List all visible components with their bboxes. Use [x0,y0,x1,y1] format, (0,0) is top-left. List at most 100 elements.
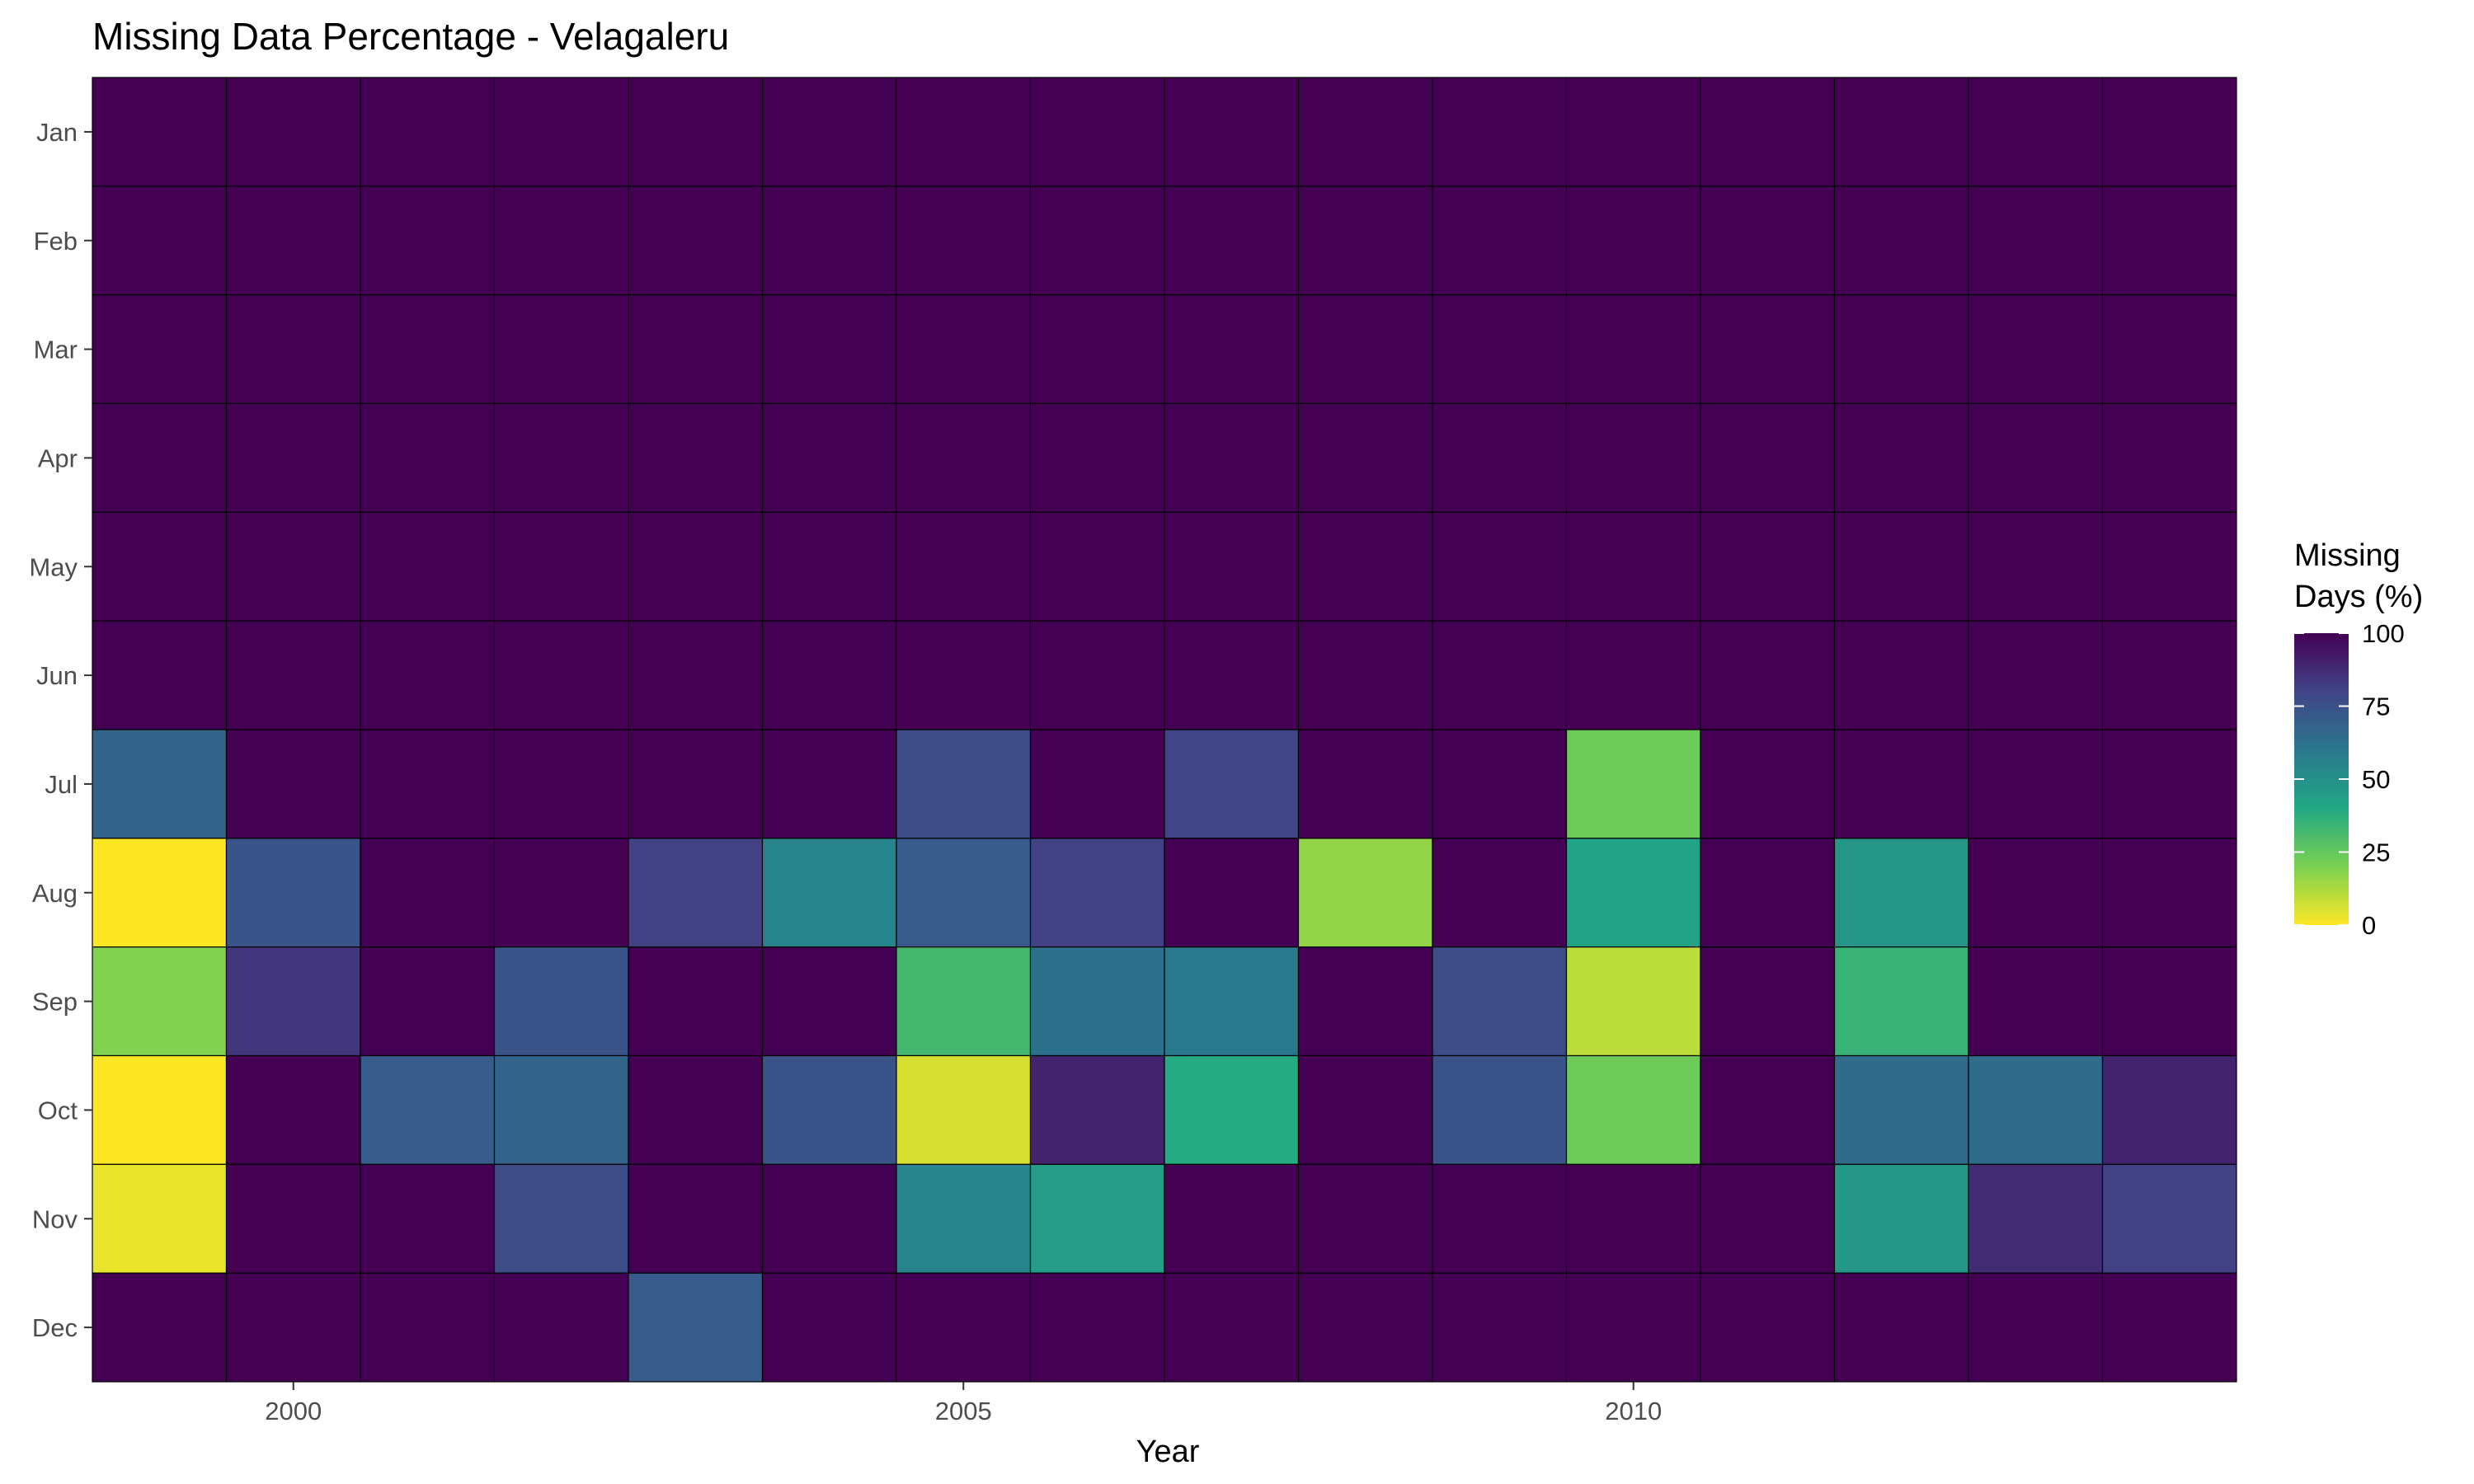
heatmap-cell [225,1272,361,1383]
heatmap-cell [225,946,361,1057]
heatmap-cell [1432,838,1568,948]
heatmap-cell [761,402,897,513]
heatmap-cell [1700,1272,1836,1383]
heatmap-cell [2101,620,2237,730]
heatmap-cell [1565,946,1701,1057]
legend-title-line-1: Missing [2294,538,2401,573]
heatmap-cell [1565,511,1701,622]
heatmap-cell [493,729,629,839]
heatmap-cell [360,729,496,839]
heatmap-cell [1029,1054,1165,1165]
heatmap-cell [628,838,764,948]
heatmap-cell [896,729,1032,839]
heatmap-cell [1029,294,1165,405]
heatmap-cell [1432,946,1568,1057]
heatmap-cell [1565,729,1701,839]
heatmap-cell [1297,1272,1433,1383]
heatmap-cell [896,186,1032,296]
heatmap-cell [92,294,228,405]
heatmap-cell [1164,946,1300,1057]
heatmap-cell [225,1054,361,1165]
heatmap-cell [1700,511,1836,622]
heatmap-cell [1029,620,1165,730]
heatmap-cell [1833,77,1969,187]
heatmap-cell [1700,1054,1836,1165]
heatmap-cell [2101,729,2237,839]
heatmap-cell [1029,946,1165,1057]
heatmap-cell [761,1054,897,1165]
heatmap-cell [493,1163,629,1274]
heatmap-cell [2101,402,2237,513]
heatmap-cell [493,620,629,730]
heatmap-cell [628,511,764,622]
heatmap-cell [1164,402,1300,513]
heatmap-cell [1700,402,1836,513]
y-tick-label: Sep [32,988,78,1017]
heatmap-cell [360,186,496,296]
heatmap-cell [493,1272,629,1383]
heatmap-cell [92,946,228,1057]
heatmap-cell [2101,838,2237,948]
heatmap-cell [896,402,1032,513]
heatmap-cell [1833,729,1969,839]
heatmap-cell [1029,1272,1165,1383]
y-axis: Jan Feb Mar Apr May Jun Jul Aug Sep Oct Nov Dec [29,118,92,1342]
heatmap-cell [360,1054,496,1165]
heatmap-cell [360,620,496,730]
heatmap-cell [1029,77,1165,187]
heatmap-cell [225,838,361,948]
heatmap-cell [2101,1054,2237,1165]
heatmap-cell [1297,77,1433,187]
heatmap-cell [225,1163,361,1274]
heatmap-cell [628,186,764,296]
heatmap-cell [1432,511,1568,622]
heatmap-cell [1297,946,1433,1057]
heatmap-cell [1968,1163,2104,1274]
heatmap-cell [1164,1163,1300,1274]
heatmap-cell [761,838,897,948]
heatmap-cell [1833,1163,1969,1274]
heatmap-cell [2101,1163,2237,1274]
heatmap-cell [761,1163,897,1274]
heatmap-cell [628,1272,764,1383]
heatmap-cell [1164,838,1300,948]
heatmap-cell [225,511,361,622]
x-axis-title: Year [1136,1435,1200,1469]
heatmap-cell [896,1054,1032,1165]
heatmap-cell [896,946,1032,1057]
heatmap-cell [92,838,228,948]
heatmap-cell [1029,1163,1165,1274]
heatmap-cell [360,1272,496,1383]
heatmap-cell [1164,511,1300,622]
legend-ticks: 0 25 50 75 100 [2294,619,2405,940]
heatmap-cell [360,511,496,622]
y-tick-label: May [29,552,78,581]
heatmap-cell [1968,77,2104,187]
heatmap-cell [360,838,496,948]
heatmap-cell [1164,1054,1300,1165]
x-axis: 2000 2005 2010 [265,1382,1662,1425]
heatmap-cell [2101,511,2237,622]
heatmap-cell [2101,77,2237,187]
heatmap-cell [761,1272,897,1383]
heatmap-cell [1432,1163,1568,1274]
heatmap-cell [1833,1272,1969,1383]
x-tick-label: 2000 [265,1397,322,1425]
heatmap-cell [92,402,228,513]
heatmap-cell [1833,620,1969,730]
heatmap-cell [628,77,764,187]
heatmap-cell [2101,1272,2237,1383]
heatmap-cell [493,946,629,1057]
heatmap-cell [1968,294,2104,405]
heatmap-cell [1565,1054,1701,1165]
heatmap-cell [761,186,897,296]
heatmap-cell [493,186,629,296]
heatmap-cell [1029,186,1165,296]
heatmap-cell [896,620,1032,730]
heatmap-cell [1164,186,1300,296]
heatmap-cell [493,511,629,622]
heatmap-cell [1297,729,1433,839]
y-tick-label: Nov [32,1205,78,1233]
heatmap-cell [1565,620,1701,730]
heatmap-cell [1968,620,2104,730]
